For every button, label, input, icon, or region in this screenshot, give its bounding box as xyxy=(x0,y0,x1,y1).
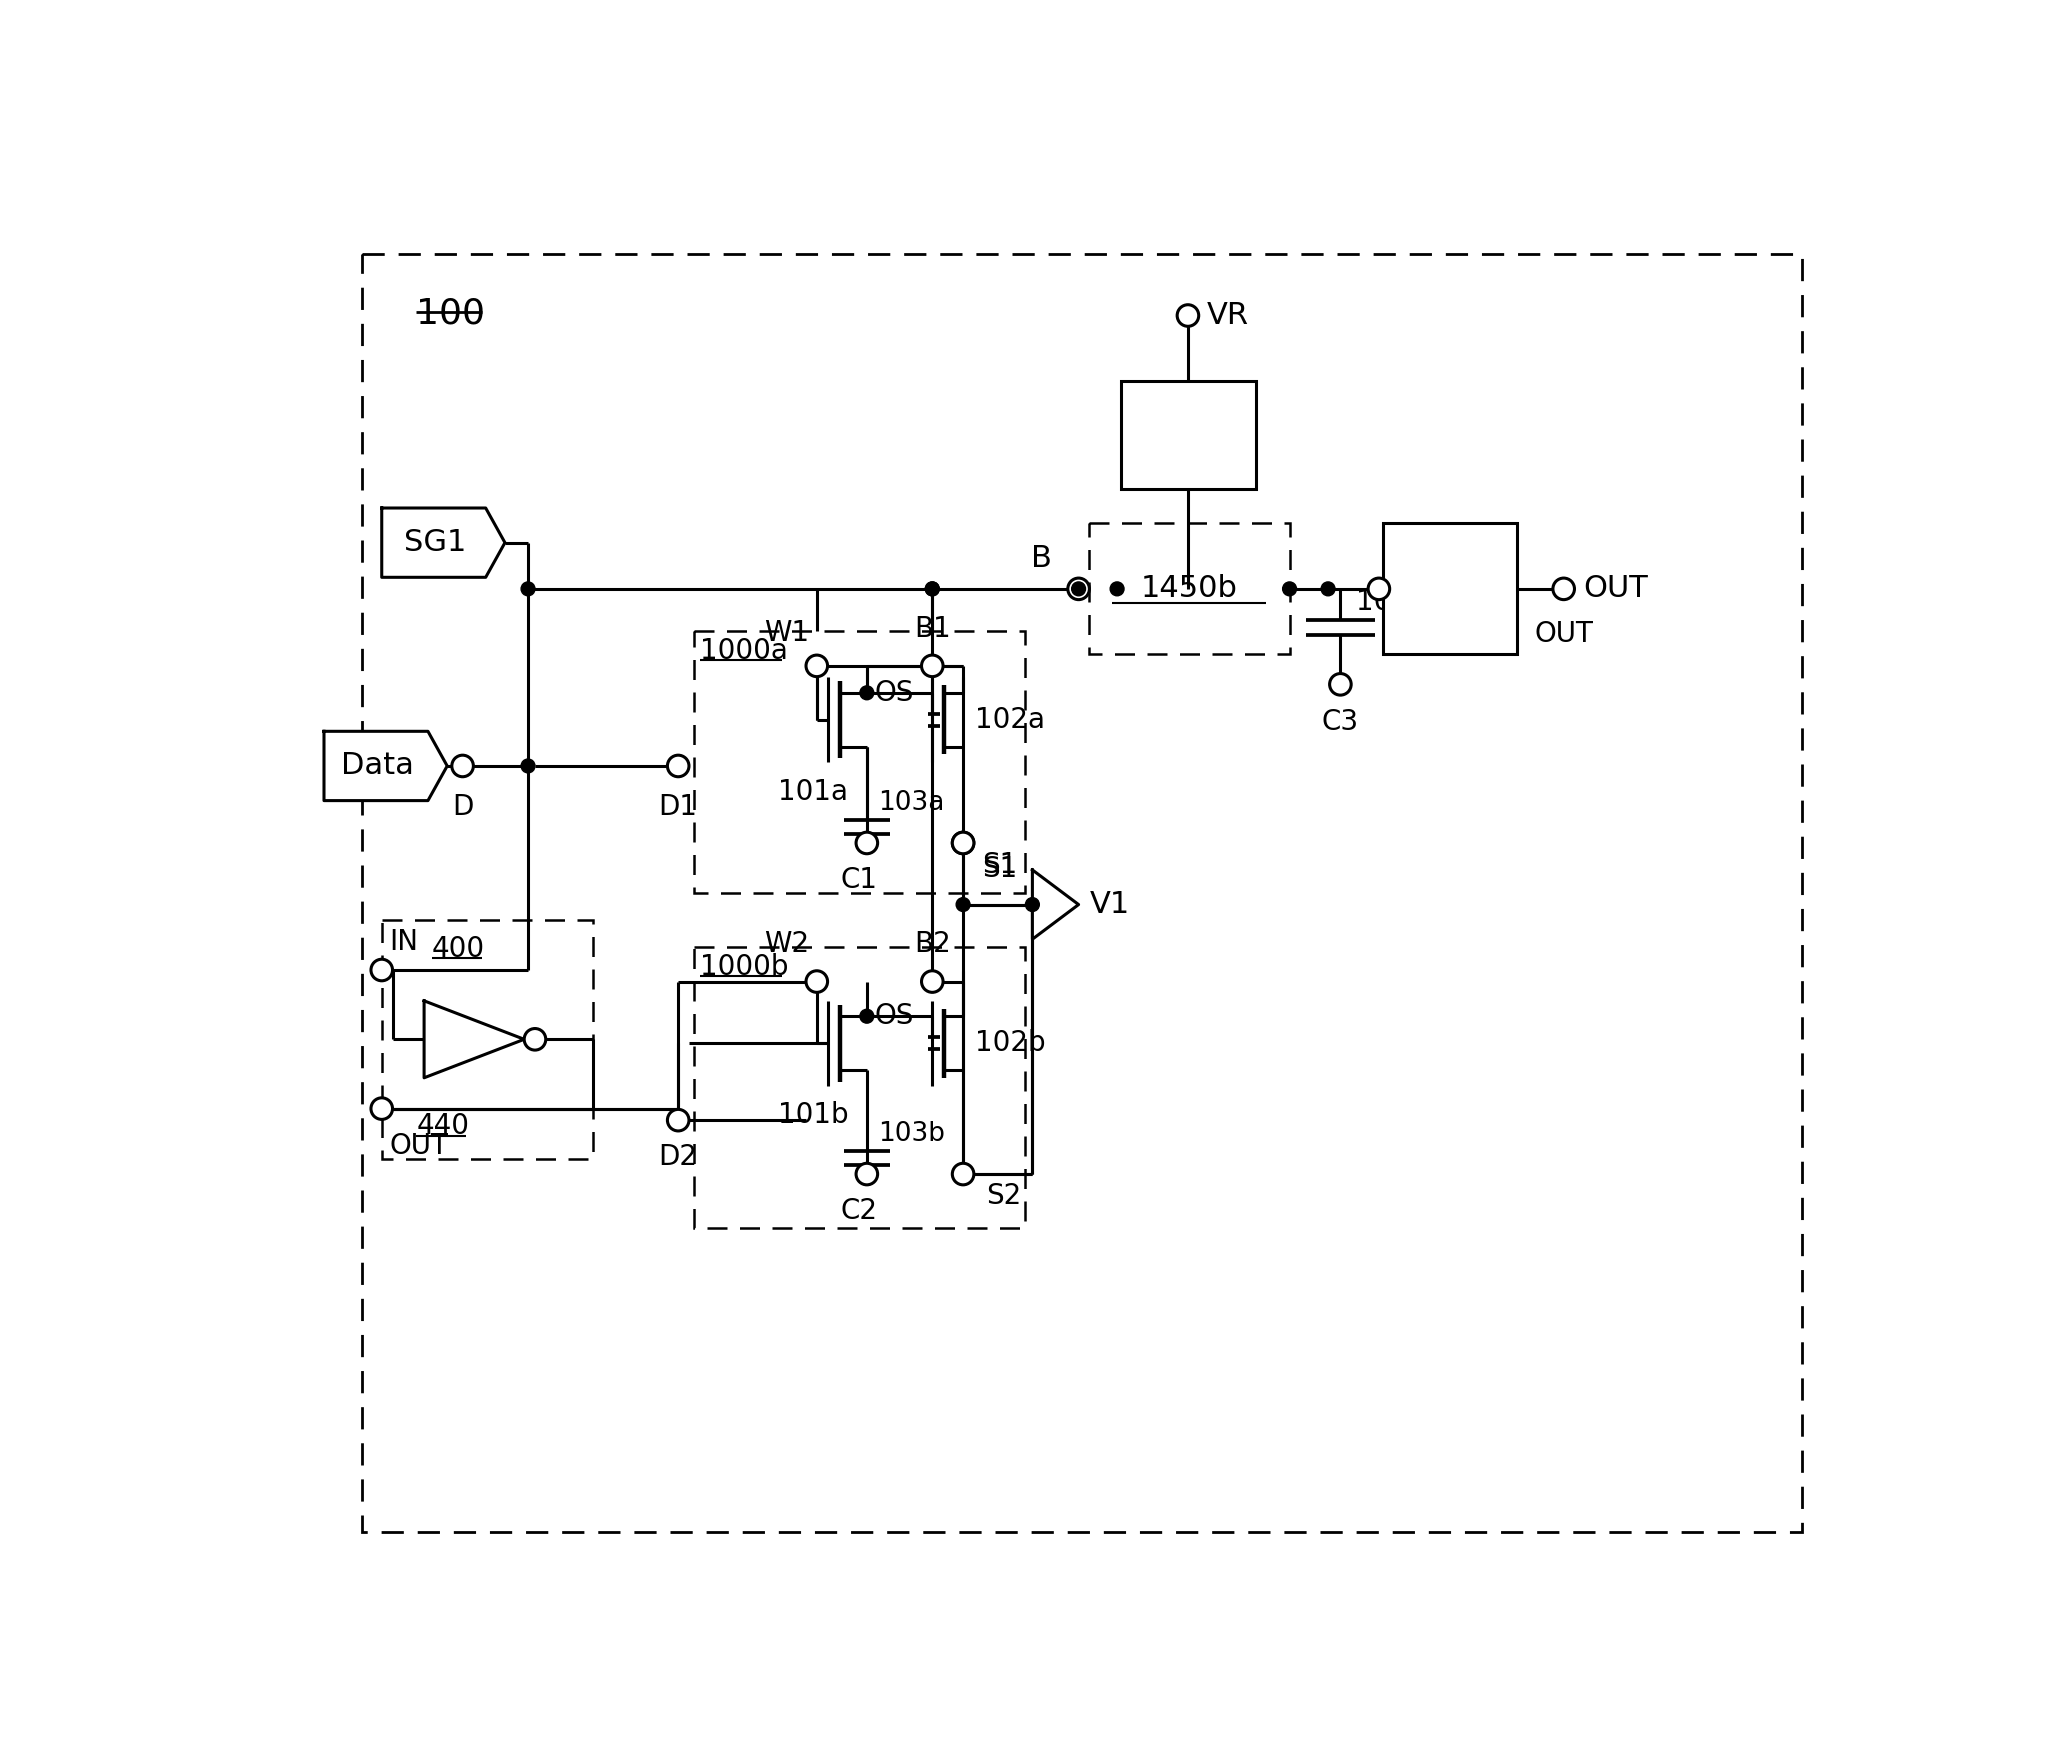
Text: OS: OS xyxy=(875,1001,914,1030)
Text: 400: 400 xyxy=(432,936,486,963)
Text: 104: 104 xyxy=(1356,587,1410,615)
Bar xyxy=(694,947,1025,1229)
Bar xyxy=(381,920,593,1158)
Circle shape xyxy=(926,582,938,596)
Text: 1451: 1451 xyxy=(1412,575,1488,603)
Polygon shape xyxy=(323,732,447,800)
Circle shape xyxy=(860,1008,875,1023)
Circle shape xyxy=(957,897,969,911)
Circle shape xyxy=(1321,582,1336,596)
Circle shape xyxy=(953,832,973,853)
Bar xyxy=(1383,524,1517,654)
Text: OUT: OUT xyxy=(1583,575,1648,603)
Text: W1: W1 xyxy=(764,619,809,647)
Circle shape xyxy=(953,832,973,853)
Text: C1: C1 xyxy=(840,866,877,894)
Text: OUT: OUT xyxy=(389,1132,449,1160)
Text: 1450a: 1450a xyxy=(1140,420,1237,450)
Text: OS: OS xyxy=(875,679,914,707)
Polygon shape xyxy=(424,1001,525,1077)
Circle shape xyxy=(521,582,535,596)
Circle shape xyxy=(807,971,827,993)
Text: C3: C3 xyxy=(1321,709,1358,737)
Text: S2: S2 xyxy=(986,1181,1021,1209)
Text: 102b: 102b xyxy=(975,1030,1045,1058)
Text: 101b: 101b xyxy=(778,1100,848,1128)
Text: 102a: 102a xyxy=(975,705,1045,733)
Circle shape xyxy=(1329,673,1352,695)
Text: 1000a: 1000a xyxy=(700,638,788,665)
Circle shape xyxy=(1554,578,1574,599)
Circle shape xyxy=(807,656,827,677)
Polygon shape xyxy=(1033,869,1078,940)
Text: B: B xyxy=(1031,545,1052,573)
Text: B2: B2 xyxy=(914,931,951,959)
Text: Data: Data xyxy=(342,751,414,781)
Circle shape xyxy=(922,656,943,677)
Circle shape xyxy=(1369,578,1389,599)
Circle shape xyxy=(1109,582,1124,596)
Circle shape xyxy=(525,1028,545,1051)
Text: B1: B1 xyxy=(914,615,951,643)
Circle shape xyxy=(856,832,877,853)
Circle shape xyxy=(1072,582,1085,596)
Text: 1000b: 1000b xyxy=(700,954,788,980)
Circle shape xyxy=(370,1098,393,1120)
Text: 101a: 101a xyxy=(778,777,848,806)
Text: C2: C2 xyxy=(840,1197,877,1225)
Text: OUT: OUT xyxy=(1535,619,1593,647)
Text: IN: IN xyxy=(389,927,418,956)
Text: D1: D1 xyxy=(659,793,698,822)
Circle shape xyxy=(370,959,393,980)
Circle shape xyxy=(667,755,689,777)
Circle shape xyxy=(1177,305,1198,326)
Text: 100: 100 xyxy=(416,296,486,330)
Bar xyxy=(694,631,1025,894)
Text: S1: S1 xyxy=(982,852,1017,878)
Text: VR: VR xyxy=(1208,301,1249,330)
Text: D: D xyxy=(453,793,473,822)
Polygon shape xyxy=(381,508,504,577)
Text: S1: S1 xyxy=(982,855,1017,883)
Text: SG1: SG1 xyxy=(405,529,467,557)
Text: W2: W2 xyxy=(764,931,809,959)
Circle shape xyxy=(856,1164,877,1185)
Circle shape xyxy=(453,755,473,777)
Circle shape xyxy=(521,760,535,772)
Circle shape xyxy=(667,1109,689,1130)
Circle shape xyxy=(953,1164,973,1185)
Text: 1450b: 1450b xyxy=(1140,575,1239,603)
Text: 103b: 103b xyxy=(879,1121,945,1148)
Text: D2: D2 xyxy=(659,1142,698,1171)
Text: 440: 440 xyxy=(416,1112,469,1141)
Circle shape xyxy=(1025,897,1039,911)
Circle shape xyxy=(926,582,938,596)
Circle shape xyxy=(922,971,943,993)
Circle shape xyxy=(1282,582,1297,596)
Circle shape xyxy=(1068,578,1089,599)
Text: IN: IN xyxy=(1383,522,1412,550)
Bar xyxy=(1122,381,1255,488)
Text: 103a: 103a xyxy=(879,790,945,816)
Text: V1: V1 xyxy=(1091,890,1130,919)
Circle shape xyxy=(860,686,875,700)
Bar xyxy=(1089,524,1290,654)
